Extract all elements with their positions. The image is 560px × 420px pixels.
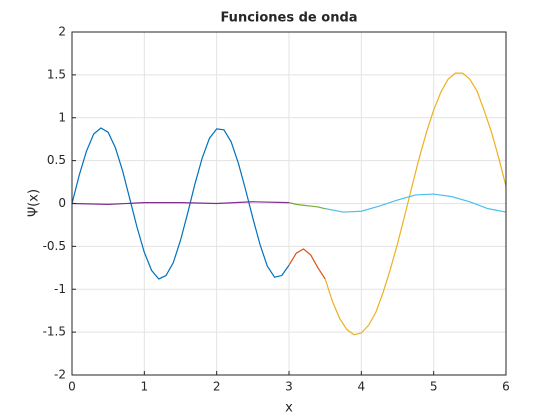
x-tick-label: 0 xyxy=(68,380,76,394)
x-tick-label: 4 xyxy=(358,380,366,394)
y-tick-label: 1.5 xyxy=(47,67,66,81)
lines xyxy=(71,72,507,336)
data-line xyxy=(288,248,326,280)
data-line xyxy=(324,72,507,336)
y-tick-label: 2 xyxy=(58,25,66,39)
x-tick-label: 1 xyxy=(141,380,149,394)
x-axis-label: x xyxy=(285,401,293,416)
y-tick-label: 0.5 xyxy=(47,153,66,167)
y-tick-label: -1.5 xyxy=(43,325,66,339)
data-line xyxy=(71,127,290,280)
x-tick-label: 5 xyxy=(430,380,438,394)
data-line xyxy=(325,193,507,213)
y-tick-label: -0.5 xyxy=(43,239,66,253)
y-tick-label: -2 xyxy=(54,368,66,382)
y-axis-label: Ψ(x) xyxy=(27,189,42,217)
x-tick-label: 3 xyxy=(285,380,293,394)
x-tick-label: 2 xyxy=(213,380,221,394)
y-tick-label: 0 xyxy=(58,196,66,210)
data-line xyxy=(71,201,290,205)
x-tick-label: 6 xyxy=(502,380,510,394)
chart-title: Funciones de onda xyxy=(220,11,357,26)
data-line xyxy=(288,202,326,210)
y-tick-label: 1 xyxy=(58,110,66,124)
y-tick-label: -1 xyxy=(54,282,66,296)
